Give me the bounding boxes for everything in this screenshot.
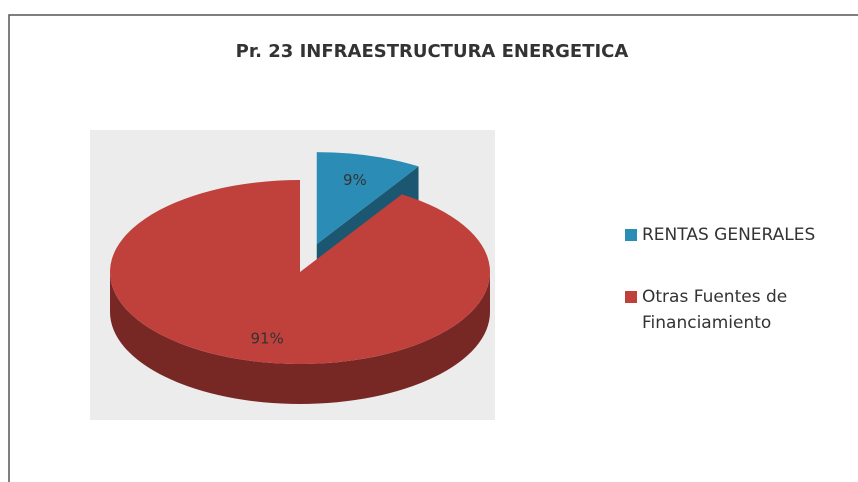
data-label: 91% <box>250 329 283 347</box>
frame <box>8 14 858 482</box>
legend-label: RENTAS GENERALES <box>642 225 816 245</box>
slice <box>110 180 490 364</box>
data-label: 9% <box>343 171 367 189</box>
slice <box>316 152 419 245</box>
slice-side <box>110 272 490 404</box>
legend-swatch <box>625 291 637 303</box>
legend-swatch <box>625 229 637 241</box>
chart-title: Pr. 23 INFRAESTRUCTURA ENERGETICA <box>236 41 629 62</box>
legend-label: Otras Fuentes de Financiamiento <box>642 287 788 333</box>
